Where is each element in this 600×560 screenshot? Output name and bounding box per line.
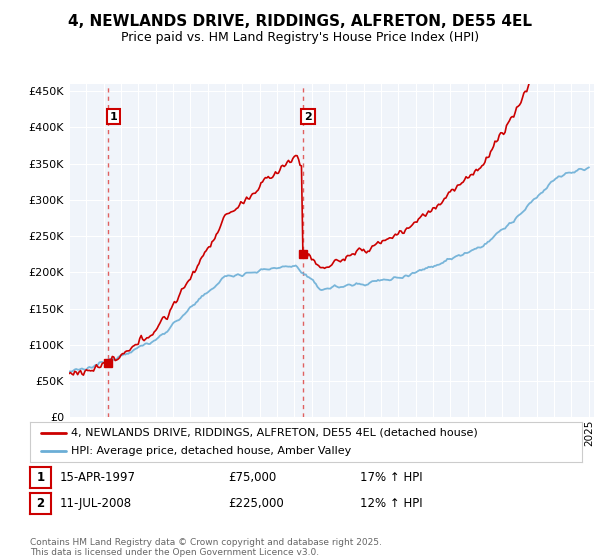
Text: HPI: Average price, detached house, Amber Valley: HPI: Average price, detached house, Ambe… bbox=[71, 446, 352, 456]
Text: 1: 1 bbox=[37, 471, 44, 484]
Text: 1: 1 bbox=[109, 111, 117, 122]
Text: 4, NEWLANDS DRIVE, RIDDINGS, ALFRETON, DE55 4EL (detached house): 4, NEWLANDS DRIVE, RIDDINGS, ALFRETON, D… bbox=[71, 428, 478, 437]
Text: 15-APR-1997: 15-APR-1997 bbox=[60, 471, 136, 484]
Text: 11-JUL-2008: 11-JUL-2008 bbox=[60, 497, 132, 510]
Text: 2: 2 bbox=[37, 497, 44, 510]
Text: Contains HM Land Registry data © Crown copyright and database right 2025.
This d: Contains HM Land Registry data © Crown c… bbox=[30, 538, 382, 557]
Text: 12% ↑ HPI: 12% ↑ HPI bbox=[360, 497, 422, 510]
Text: 2: 2 bbox=[304, 111, 312, 122]
Text: 17% ↑ HPI: 17% ↑ HPI bbox=[360, 471, 422, 484]
Text: 4, NEWLANDS DRIVE, RIDDINGS, ALFRETON, DE55 4EL: 4, NEWLANDS DRIVE, RIDDINGS, ALFRETON, D… bbox=[68, 14, 532, 29]
Text: £75,000: £75,000 bbox=[228, 471, 276, 484]
Text: £225,000: £225,000 bbox=[228, 497, 284, 510]
Text: Price paid vs. HM Land Registry's House Price Index (HPI): Price paid vs. HM Land Registry's House … bbox=[121, 31, 479, 44]
